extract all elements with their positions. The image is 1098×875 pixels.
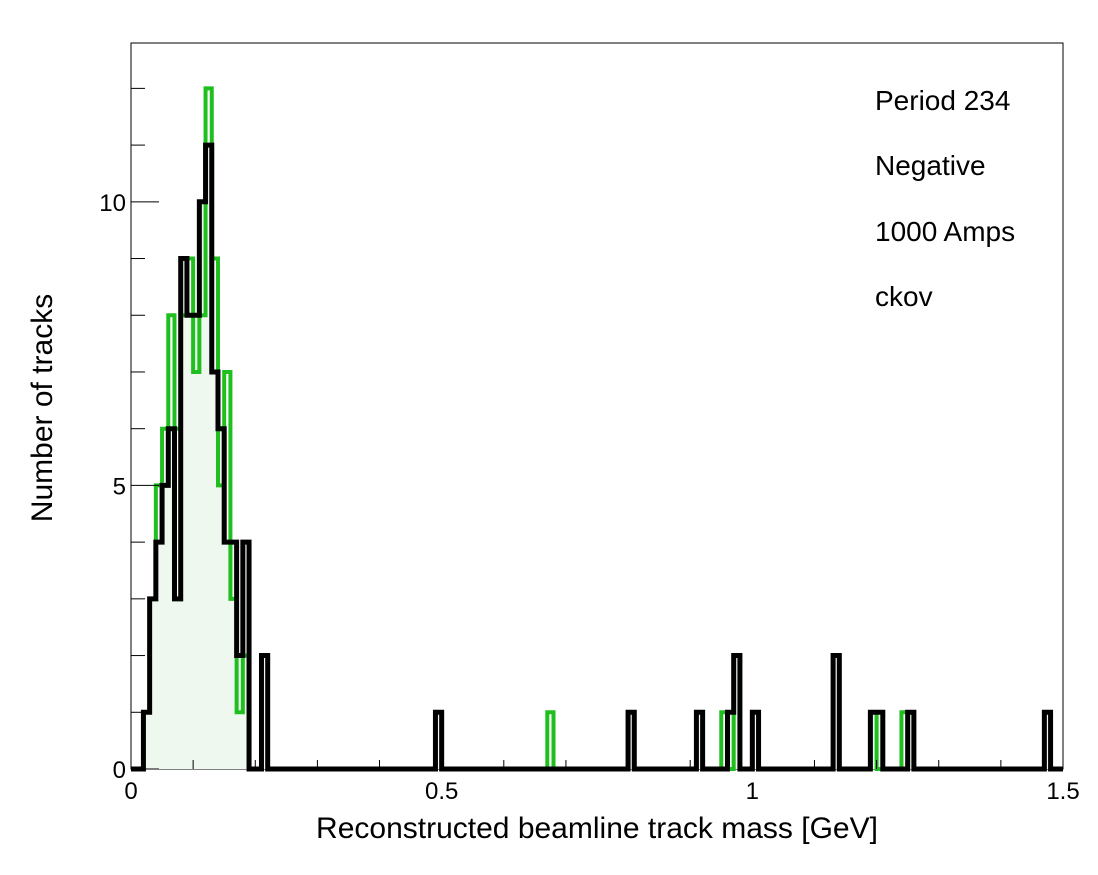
x-tick-label-3: 1.5 [1046, 778, 1079, 805]
series-1-fill-area [131, 145, 1063, 770]
y-tick-label-0: 0 [113, 757, 126, 784]
fill-layer [131, 145, 1063, 770]
series-layer [131, 86, 1063, 772]
series-0-step-outline [131, 86, 1063, 771]
x-tick-label-1: 0.5 [425, 778, 458, 805]
annotation-current: 1000 Amps [875, 216, 1015, 247]
y-axis-title: Number of tracks [26, 294, 59, 522]
axis-layer: 0 0.5 1 1.5 0 5 10 [99, 87, 1080, 805]
y-tick-label-1: 5 [113, 473, 126, 500]
annotation-polarity: Negative [875, 150, 986, 181]
x-axis-title: Reconstructed beamline track mass [GeV] [316, 812, 878, 845]
x-tick-label-0: 0 [124, 778, 137, 805]
annotation-selection: ckov [875, 281, 933, 312]
y-tick-label-2: 10 [99, 190, 126, 217]
x-tick-label-2: 1 [746, 778, 759, 805]
annotation-period: Period 234 [875, 85, 1010, 116]
series-1-step-outline [131, 142, 1063, 772]
